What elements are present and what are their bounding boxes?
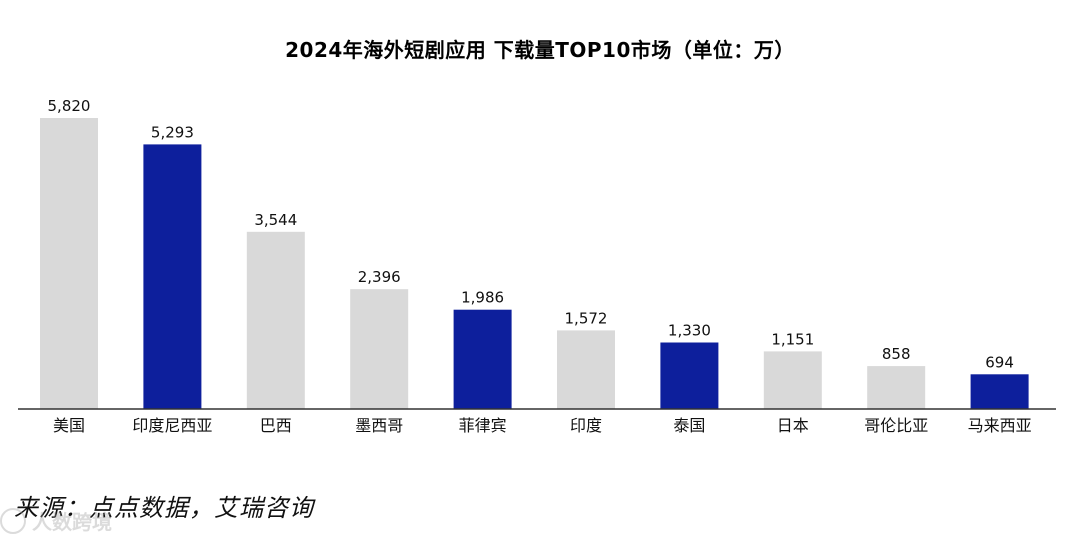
category-label-2: 印度尼西亚 (132, 416, 212, 435)
category-label-8: 日本 (777, 416, 809, 435)
bar-2 (143, 144, 202, 409)
bar-8 (763, 351, 822, 409)
category-label-9: 哥伦比亚 (864, 416, 928, 435)
category-label-1: 美国 (53, 416, 85, 435)
circle-logo-icon (0, 507, 26, 534)
bar-1 (40, 118, 98, 409)
value-label-10: 694 (985, 353, 1014, 371)
category-label-10: 马来西亚 (968, 416, 1032, 435)
category-label-6: 印度 (570, 416, 602, 435)
value-label-8: 1,151 (771, 330, 814, 348)
watermark: 人数跨境 (0, 506, 112, 535)
value-label-6: 1,572 (565, 309, 608, 327)
category-label-3: 巴西 (260, 416, 292, 435)
bar-10 (970, 374, 1029, 409)
bar-5 (453, 309, 512, 409)
bar-4 (350, 289, 409, 409)
bar-6 (557, 330, 615, 409)
chart-title: 2024年海外短剧应用 下载量TOP10市场（单位：万） (285, 38, 795, 62)
value-label-1: 5,820 (48, 97, 91, 115)
bar-3 (246, 231, 305, 409)
value-label-7: 1,330 (668, 322, 711, 340)
value-label-5: 1,986 (461, 289, 504, 307)
category-label-5: 菲律宾 (459, 416, 507, 435)
category-label-4: 墨西哥 (355, 416, 403, 435)
value-label-4: 2,396 (358, 268, 401, 286)
value-label-9: 858 (882, 345, 911, 363)
bar-7 (660, 342, 719, 409)
value-label-3: 3,544 (254, 211, 297, 229)
bar-9 (867, 366, 926, 409)
category-label-7: 泰国 (673, 416, 705, 435)
source-note: 来源：点点数据，艾瑞咨询 (14, 494, 314, 522)
value-label-2: 5,293 (151, 123, 194, 141)
watermark-text: 人数跨境 (32, 510, 112, 534)
